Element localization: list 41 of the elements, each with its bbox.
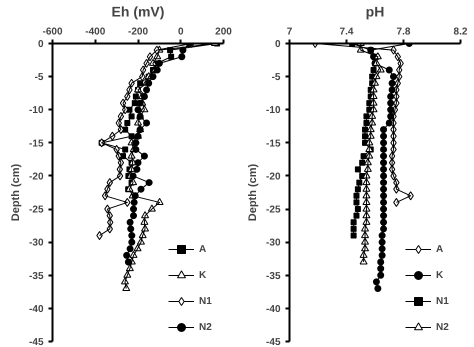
x-tick-label: -200 bbox=[128, 26, 148, 38]
x-tick-label: 8.2 bbox=[454, 26, 468, 38]
y-tick-label: -10 bbox=[29, 105, 44, 116]
legend-label: K bbox=[436, 270, 444, 280]
x-tick-label: 7.8 bbox=[396, 26, 411, 38]
legend-label: N1 bbox=[436, 296, 450, 306]
y-tick-label: -45 bbox=[29, 337, 44, 347]
y-tick-label: -25 bbox=[29, 204, 44, 216]
x-tick-label: -600 bbox=[42, 26, 63, 38]
y-tick-label: -15 bbox=[29, 138, 44, 150]
x-axis-title: pH bbox=[366, 4, 384, 20]
x-axis-title: Eh (mV) bbox=[112, 4, 164, 20]
y-tick-label: -20 bbox=[29, 171, 44, 182]
y-tick-label: -45 bbox=[266, 337, 281, 347]
y-axis-title: Depth (cm) bbox=[247, 163, 260, 222]
y-axis-title: Depth (cm) bbox=[10, 163, 22, 222]
x-tick-label: 0 bbox=[178, 26, 184, 38]
y-tick-label: -30 bbox=[29, 238, 44, 249]
y-tick-label: -5 bbox=[34, 72, 44, 84]
y-tick-label: -30 bbox=[266, 238, 281, 249]
legend-label: A bbox=[436, 244, 444, 254]
y-tick-label: -15 bbox=[266, 138, 281, 150]
legend-label: A bbox=[199, 244, 208, 254]
y-tick-label: -5 bbox=[272, 72, 281, 84]
y-tick-label: 0 bbox=[38, 39, 44, 50]
x-tick-label: 7 bbox=[286, 26, 293, 38]
y-tick-label: -25 bbox=[266, 204, 281, 216]
y-tick-label: -35 bbox=[29, 270, 44, 282]
x-tick-label: -400 bbox=[85, 26, 106, 38]
legend-label: N2 bbox=[436, 322, 450, 332]
y-tick-label: -40 bbox=[29, 304, 44, 315]
y-tick-label: -20 bbox=[266, 171, 281, 182]
y-tick-label: -40 bbox=[266, 304, 281, 315]
legend-label: N1 bbox=[199, 296, 213, 306]
legend-label: N2 bbox=[199, 322, 213, 332]
y-tick-label: -10 bbox=[266, 105, 281, 116]
x-tick-label: 7.4 bbox=[340, 26, 354, 38]
x-tick-label: 200 bbox=[215, 26, 232, 38]
y-tick-label: -35 bbox=[266, 270, 281, 282]
legend-label: K bbox=[199, 270, 208, 280]
y-tick-label: 0 bbox=[274, 39, 281, 50]
